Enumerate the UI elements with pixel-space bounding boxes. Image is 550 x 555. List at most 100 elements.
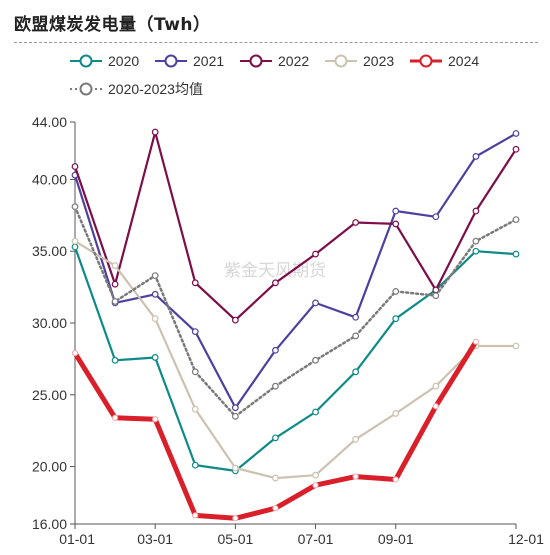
data-point-2022	[352, 219, 360, 226]
y-tick-label: 30.00	[32, 315, 67, 331]
legend-swatch-marker	[164, 54, 178, 68]
data-point-2023	[432, 382, 440, 390]
y-tick-label: 35.00	[32, 243, 67, 259]
data-point-2020-2023	[151, 272, 159, 280]
legend-label: 2023	[363, 53, 394, 69]
data-point-2024	[472, 338, 480, 345]
x-tick-label: 03-01	[137, 531, 173, 547]
legend-item-2022: 2022	[240, 53, 309, 69]
watermark-text: 紫金天风期货	[224, 261, 326, 281]
legend-item-2020-2023: 2020-2023均值	[70, 81, 203, 97]
data-point-2020	[512, 250, 520, 258]
data-point-2024	[71, 350, 79, 357]
legend-label: 2020	[108, 53, 139, 69]
legend-label: 2024	[448, 53, 479, 69]
data-point-2020	[151, 354, 159, 361]
data-point-2022	[392, 220, 400, 228]
data-point-2020-2023	[272, 382, 279, 390]
data-point-2020-2023	[432, 292, 440, 300]
data-point-2024	[111, 414, 119, 421]
data-point-2020	[472, 247, 480, 255]
data-point-2020-2023	[71, 203, 79, 211]
legend-swatch-marker	[419, 54, 433, 68]
legend-item-2021: 2021	[155, 53, 224, 69]
data-point-2023	[512, 342, 520, 350]
data-point-2020	[272, 434, 279, 442]
data-point-2024	[352, 473, 359, 480]
data-point-2021	[272, 346, 279, 354]
series-2023	[71, 237, 520, 482]
data-point-2023	[272, 474, 279, 482]
data-point-2024	[392, 476, 399, 483]
data-point-2024	[312, 482, 319, 489]
data-point-2022	[472, 207, 480, 215]
y-tick-label: 16.00	[32, 516, 67, 532]
series-line-2024	[72, 339, 479, 521]
data-point-2020-2023	[312, 356, 319, 364]
data-point-2022	[312, 250, 319, 258]
chart-title: 欧盟煤炭发电量（Twh）	[14, 15, 211, 35]
data-point-2023	[111, 262, 119, 269]
series-line-2020-2023	[73, 205, 518, 418]
legend-label: 2022	[278, 53, 309, 69]
data-point-2022	[272, 279, 279, 287]
data-point-2020-2023	[191, 368, 199, 376]
series-line-2023	[73, 240, 518, 480]
x-tick-label: 01-01	[59, 531, 95, 547]
data-point-2020	[111, 356, 119, 364]
data-point-2022	[191, 279, 199, 287]
y-tick-label: 25.00	[32, 387, 67, 403]
data-point-2023	[392, 410, 400, 417]
data-point-2024	[272, 505, 279, 512]
y-tick-label: 44.00	[32, 114, 67, 130]
legend-item-2024: 2024	[410, 53, 479, 69]
series-2024	[71, 338, 480, 522]
series-line-2021	[73, 132, 518, 409]
data-point-2021	[392, 207, 400, 215]
legend-swatch-marker	[334, 54, 348, 68]
series-line-2020	[73, 245, 518, 472]
data-point-2021	[231, 404, 239, 412]
legend-swatch-marker	[79, 82, 93, 96]
legend-label: 2021	[193, 53, 224, 69]
data-point-2020-2023	[231, 412, 239, 420]
data-point-2020-2023	[352, 332, 360, 340]
data-point-2021	[191, 328, 199, 336]
x-tick-label: 05-01	[217, 531, 253, 547]
legend-swatch-marker	[249, 54, 263, 68]
data-point-2020	[71, 243, 79, 251]
legend-swatch-marker	[79, 54, 93, 68]
data-point-2023	[191, 405, 199, 413]
data-point-2023	[151, 315, 159, 323]
data-point-2020-2023	[111, 298, 119, 305]
data-point-2023	[71, 237, 79, 245]
data-point-2021	[151, 290, 159, 298]
legend: 2020 2021 2022 2023 2024 2020-2023均值	[70, 53, 479, 97]
data-point-2024	[232, 515, 239, 522]
x-tick-label: 09-01	[378, 531, 414, 547]
series-2021	[71, 130, 520, 412]
data-point-2020	[191, 461, 199, 469]
data-point-2022	[231, 316, 239, 324]
data-point-2023	[352, 435, 360, 443]
data-point-2021	[432, 213, 440, 221]
x-tick-label: 12-01	[508, 531, 544, 547]
y-tick-label: 20.00	[32, 459, 67, 475]
data-point-2021	[312, 299, 319, 307]
data-point-2022	[71, 163, 79, 170]
axes: 16.00 20.00 25.00 30.00 35.00 40.00 44.00 01-01…	[32, 114, 544, 547]
data-point-2020-2023	[472, 237, 480, 245]
series-2022	[71, 128, 520, 324]
data-point-2020	[352, 368, 360, 376]
data-point-2023	[312, 471, 319, 479]
title-divider	[14, 42, 538, 43]
y-tick-label: 40.00	[32, 171, 67, 187]
data-point-2020-2023	[512, 216, 520, 224]
data-point-2020	[312, 408, 319, 416]
data-point-2020-2023	[392, 288, 400, 295]
data-point-2023	[231, 464, 239, 472]
data-point-2021	[512, 130, 520, 137]
legend-label: 2020-2023均值	[108, 81, 203, 97]
data-point-2022	[151, 128, 159, 136]
data-point-2022	[512, 145, 520, 153]
